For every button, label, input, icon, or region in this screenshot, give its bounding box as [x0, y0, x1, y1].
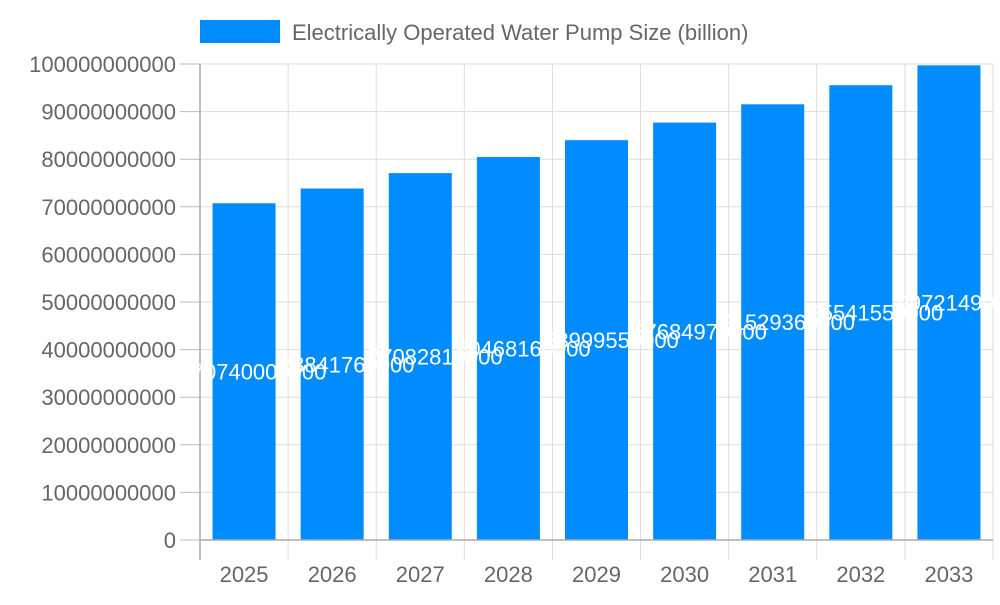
bar [741, 104, 805, 540]
bar [829, 85, 893, 540]
legend[interactable]: Electrically Operated Water Pump Size (b… [200, 20, 748, 45]
x-tick-label: 2032 [836, 562, 885, 587]
x-tick-label: 2030 [660, 562, 709, 587]
y-tick-label: 0 [164, 528, 176, 553]
data-label: 80468160000 [456, 336, 591, 361]
y-tick-label: 80000000000 [41, 147, 176, 172]
x-tick-label: 2031 [748, 562, 797, 587]
y-tick-label: 20000000000 [41, 433, 176, 458]
bar [212, 203, 276, 541]
data-label: 73841760000 [280, 352, 415, 377]
data-label: 99721490000 [897, 291, 1000, 316]
y-tick-label: 10000000000 [41, 480, 176, 505]
x-tick-label: 2029 [572, 562, 621, 587]
data-label: 83999550000 [544, 328, 679, 353]
y-tick-label: 30000000000 [41, 385, 176, 410]
y-tick-label: 90000000000 [41, 100, 176, 125]
data-label: 91529360000 [720, 310, 855, 335]
legend-swatch [200, 20, 280, 43]
bars [212, 65, 981, 541]
y-tick-label: 40000000000 [41, 338, 176, 363]
bar [300, 188, 364, 540]
data-label: 87684970000 [632, 319, 767, 344]
bar [653, 122, 717, 541]
x-tick-label: 2026 [308, 562, 357, 587]
data-label: 95541550000 [809, 301, 944, 326]
y-tick-label: 60000000000 [41, 242, 176, 267]
bar [476, 156, 540, 540]
data-label: 77082810000 [368, 345, 503, 370]
x-tick-label: 2027 [396, 562, 445, 587]
x-tick-label: 2033 [924, 562, 973, 587]
y-tick-label: 70000000000 [41, 195, 176, 220]
bar [917, 65, 981, 540]
bar [388, 173, 452, 541]
x-tick-label: 2028 [484, 562, 533, 587]
data-labels: 7074000000073841760000770828100008046816… [192, 291, 1000, 385]
y-tick-label: 50000000000 [41, 290, 176, 315]
axes: 0 10000000000 20000000000 30000000000 400000… [29, 52, 993, 587]
data-label: 70740000000 [192, 360, 327, 385]
legend-label: Electrically Operated Water Pump Size (b… [292, 20, 748, 45]
y-tick-label: 100000000000 [29, 52, 176, 77]
bar [565, 140, 628, 540]
x-tick-label: 2025 [220, 562, 269, 587]
